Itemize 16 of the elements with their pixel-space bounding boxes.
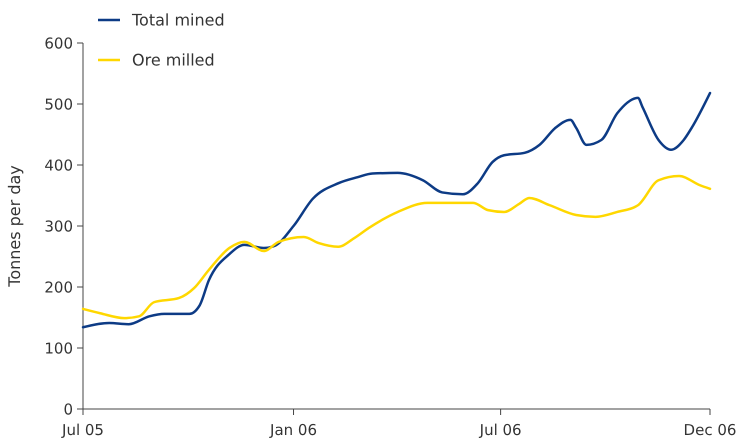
x-tick-label: Jan 06 [269,421,318,439]
y-tick-label: 500 [44,95,73,114]
legend-label: Ore milled [132,50,215,70]
y-tick-label: 300 [44,217,73,236]
y-tick-label: 100 [44,339,73,358]
line-series [82,174,712,320]
y-tick-label: 0 [63,400,73,418]
y-tick-label: 200 [44,278,73,296]
y-axis-title: Tonnes per day [5,165,24,288]
x-tick-label: Jul 06 [478,421,522,439]
legend-label: Total mined [131,10,225,30]
y-tick-label: 600 [44,34,73,52]
y-tick-label: 400 [44,156,73,174]
line-series [82,92,712,329]
x-tick-label: Jul 05 [61,421,104,439]
x-tick-label: Dec 06 [684,421,736,439]
